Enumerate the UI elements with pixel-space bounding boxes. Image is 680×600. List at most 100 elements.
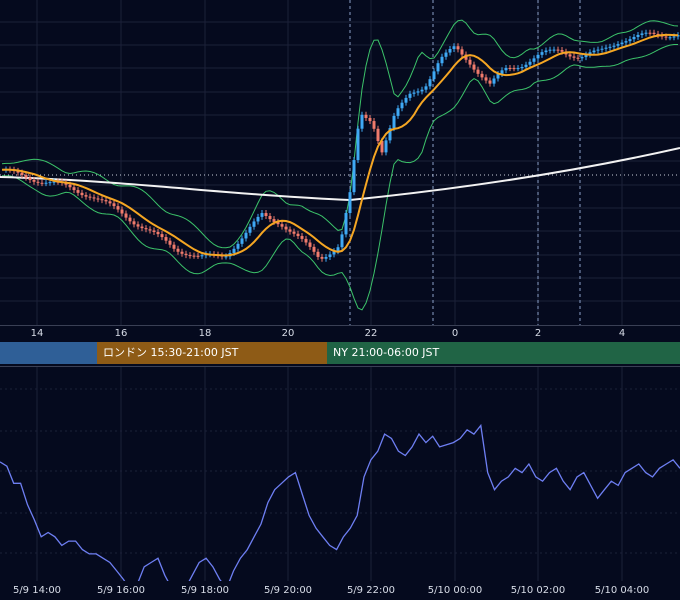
candle-body bbox=[340, 234, 344, 248]
price-chart[interactable] bbox=[0, 0, 680, 325]
candle-body bbox=[496, 74, 500, 79]
candle-body bbox=[248, 226, 252, 233]
candle-body bbox=[264, 213, 268, 216]
candle-body bbox=[432, 71, 436, 80]
x-tick-label: 0 bbox=[451, 328, 459, 339]
candle-body bbox=[372, 121, 376, 129]
candle-body bbox=[444, 52, 448, 57]
candle-body bbox=[328, 254, 332, 257]
candle-body bbox=[128, 217, 132, 222]
candle-body bbox=[100, 199, 104, 201]
candle-body bbox=[232, 248, 236, 253]
candle-body bbox=[508, 67, 512, 69]
candle-body bbox=[172, 244, 176, 249]
candle-body bbox=[140, 226, 144, 229]
candle-body bbox=[488, 80, 492, 84]
candle-body bbox=[636, 34, 640, 37]
candle-body bbox=[360, 114, 364, 129]
candle-body bbox=[80, 192, 84, 196]
candle-body bbox=[548, 49, 552, 51]
candle-body bbox=[440, 56, 444, 64]
candle-body bbox=[644, 32, 648, 34]
candle-body bbox=[20, 172, 24, 175]
candle-body bbox=[368, 117, 372, 122]
candle-body bbox=[568, 54, 572, 57]
candle-body bbox=[120, 209, 124, 214]
candle-body bbox=[676, 35, 680, 37]
candle-body bbox=[44, 182, 48, 184]
oscillator-line bbox=[0, 423, 680, 581]
trading-session-bar: ロンドン 15:30-21:00 JST NY 21:00-06:00 JST bbox=[0, 342, 680, 364]
candle-body bbox=[288, 229, 292, 232]
candle-body bbox=[468, 59, 472, 65]
candle-body bbox=[252, 221, 256, 227]
candle-body bbox=[640, 33, 644, 35]
candle-body bbox=[592, 50, 596, 53]
candle-body bbox=[388, 128, 392, 141]
candle-body bbox=[396, 108, 400, 116]
date-tick-label: 5/9 20:00 bbox=[263, 585, 313, 596]
candle-body bbox=[620, 42, 624, 45]
candle-body bbox=[348, 192, 352, 214]
candle-body bbox=[528, 61, 532, 65]
candle-body bbox=[160, 234, 164, 238]
x-tick-label: 22 bbox=[364, 328, 378, 339]
candle-body bbox=[276, 221, 280, 225]
candle-body bbox=[156, 231, 160, 235]
candle-body bbox=[164, 237, 168, 241]
candle-body bbox=[236, 243, 240, 249]
session-tokyo bbox=[0, 342, 97, 364]
candle-body bbox=[584, 54, 588, 58]
candle-body bbox=[48, 182, 52, 184]
candle-body bbox=[260, 213, 264, 217]
candle-body bbox=[112, 203, 116, 207]
date-tick-label: 5/9 14:00 bbox=[12, 585, 62, 596]
candle-body bbox=[284, 226, 288, 230]
candle-body bbox=[448, 49, 452, 53]
candle-body bbox=[384, 140, 388, 153]
candle-body bbox=[632, 36, 636, 40]
candle-body bbox=[556, 49, 560, 51]
candle-body bbox=[652, 32, 656, 34]
candle-body bbox=[524, 64, 528, 67]
moving-average-short bbox=[1, 33, 679, 257]
x-tick-label: 20 bbox=[281, 328, 295, 339]
oscillator-grid bbox=[0, 367, 680, 581]
candle-body bbox=[148, 229, 152, 231]
candle-body bbox=[596, 49, 600, 51]
candle-body bbox=[168, 240, 172, 245]
candle-body bbox=[480, 73, 484, 78]
candle-body bbox=[116, 206, 120, 210]
candle-body bbox=[404, 97, 408, 103]
candle-body bbox=[516, 68, 520, 70]
session-london: ロンドン 15:30-21:00 JST bbox=[97, 342, 327, 364]
candle-body bbox=[344, 213, 348, 235]
x-tick-label: 4 bbox=[618, 328, 626, 339]
candle-body bbox=[436, 63, 440, 72]
candle-body bbox=[420, 89, 424, 92]
candle-body bbox=[356, 128, 360, 161]
candle-body bbox=[428, 79, 432, 87]
candle-body bbox=[612, 45, 616, 47]
candle-body bbox=[104, 200, 108, 202]
session-newyork-label: NY 21:00-06:00 JST bbox=[333, 346, 440, 359]
candle-body bbox=[412, 92, 416, 94]
price-chart-grid bbox=[0, 0, 680, 325]
candle-body bbox=[40, 182, 44, 184]
candle-body bbox=[268, 215, 272, 220]
candle-body bbox=[380, 140, 384, 153]
candle-body bbox=[376, 128, 380, 141]
candle-body bbox=[668, 37, 672, 39]
candle-body bbox=[648, 32, 652, 34]
candle-body bbox=[552, 49, 556, 51]
candle-body bbox=[500, 70, 504, 75]
candle-body bbox=[392, 115, 396, 129]
date-tick-label: 5/9 16:00 bbox=[96, 585, 146, 596]
candle-body bbox=[628, 39, 632, 42]
candle-body bbox=[504, 67, 508, 71]
date-tick-label: 5/10 02:00 bbox=[510, 585, 566, 596]
date-tick-label: 5/10 00:00 bbox=[427, 585, 483, 596]
candle-body bbox=[316, 251, 320, 257]
candle-body bbox=[424, 86, 428, 90]
oscillator-chart[interactable] bbox=[0, 366, 680, 581]
